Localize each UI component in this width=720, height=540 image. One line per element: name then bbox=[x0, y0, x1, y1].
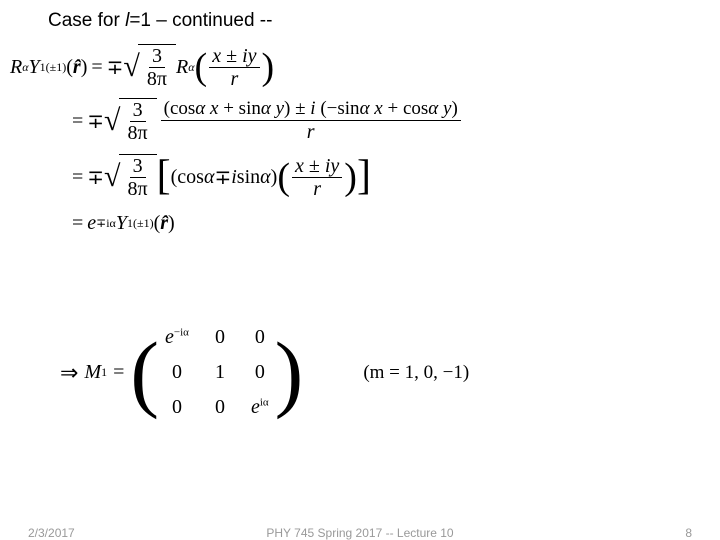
mat-32: 0 bbox=[215, 396, 225, 419]
frac-line2: (cosα x + sinα y) ± i (−sinα x + cosα y)… bbox=[161, 99, 461, 143]
m-label: (m = 1, 0, −1) bbox=[363, 362, 469, 384]
mat-31: 0 bbox=[165, 396, 189, 419]
eq-line-3: = ∓ √ 3 8π [ (cosα ∓i sinα) ( x ± iy r )… bbox=[68, 154, 710, 200]
matrix: ( e−iα 0 0 0 1 0 0 0 eiα ) bbox=[130, 320, 303, 425]
eq-line-2: = ∓ √ 3 8π (cosα x + sinα y) ± i (−sinα … bbox=[68, 98, 710, 144]
sqrt-3: √ 3 8π bbox=[104, 154, 157, 200]
mat-23: 0 bbox=[251, 361, 269, 384]
paren-l-1: ( bbox=[195, 52, 208, 82]
title-prefix: Case for bbox=[48, 10, 125, 31]
mat-12: 0 bbox=[215, 326, 225, 349]
slide-title: Case for l=1 – continued -- bbox=[48, 10, 272, 32]
sym-rhat: r̂ bbox=[73, 56, 81, 79]
exp-mia: ∓iα bbox=[96, 216, 116, 231]
footer-page: 8 bbox=[685, 526, 692, 540]
sym-M-sup: 1 bbox=[101, 365, 107, 380]
sym-M: M bbox=[84, 361, 101, 384]
sym-pm1: ∓ bbox=[107, 55, 124, 80]
bracket-r: ] bbox=[357, 162, 371, 191]
mat-33: eiα bbox=[251, 396, 269, 419]
matrix-paren-l: ( bbox=[130, 338, 159, 407]
matrix-block: ⇒ M1 = ( e−iα 0 0 0 1 0 0 0 eiα ) (m = 1… bbox=[60, 320, 469, 425]
matrix-paren-r: ) bbox=[275, 338, 304, 407]
sym-Y-sub: 1(±1) bbox=[40, 60, 67, 75]
frac-x-iy-r-1: x ± iy r bbox=[209, 45, 259, 90]
frac-x-iy-r-3: x ± iy r bbox=[292, 155, 342, 200]
eq-line-4: =e∓iαY1(±1) (r̂) bbox=[68, 212, 710, 235]
sym-pm2: ∓ bbox=[87, 109, 104, 134]
eq-line-1: RαY1(±1) (r̂) = ∓ √ 3 8π Rα ( x ± iy r ) bbox=[10, 44, 710, 90]
frac-3-8pi-1: 3 8π bbox=[144, 45, 170, 90]
sym-Y: Y bbox=[29, 56, 40, 79]
mat-21: 0 bbox=[165, 361, 189, 384]
sym-R2: R bbox=[176, 56, 188, 79]
title-eqtext: =1 – continued -- bbox=[129, 10, 272, 31]
footer-center: PHY 745 Spring 2017 -- Lecture 10 bbox=[0, 526, 720, 540]
sqrt-1: √ 3 8π bbox=[123, 44, 176, 90]
bracket-l: [ bbox=[157, 162, 171, 191]
mat-22: 1 bbox=[215, 361, 225, 384]
math-area: RαY1(±1) (r̂) = ∓ √ 3 8π Rα ( x ± iy r )… bbox=[10, 44, 710, 241]
mat-13: 0 bbox=[251, 326, 269, 349]
implies-arrow: ⇒ bbox=[60, 360, 78, 386]
sqrt-2: √ 3 8π bbox=[104, 98, 157, 144]
sym-pm3: ∓ bbox=[87, 165, 104, 190]
paren-l-3: ( bbox=[277, 162, 290, 192]
paren-r-3: ) bbox=[344, 162, 357, 192]
paren-r-1: ) bbox=[262, 52, 275, 82]
mat-11: e−iα bbox=[165, 326, 189, 349]
sym-R: R bbox=[10, 56, 22, 79]
